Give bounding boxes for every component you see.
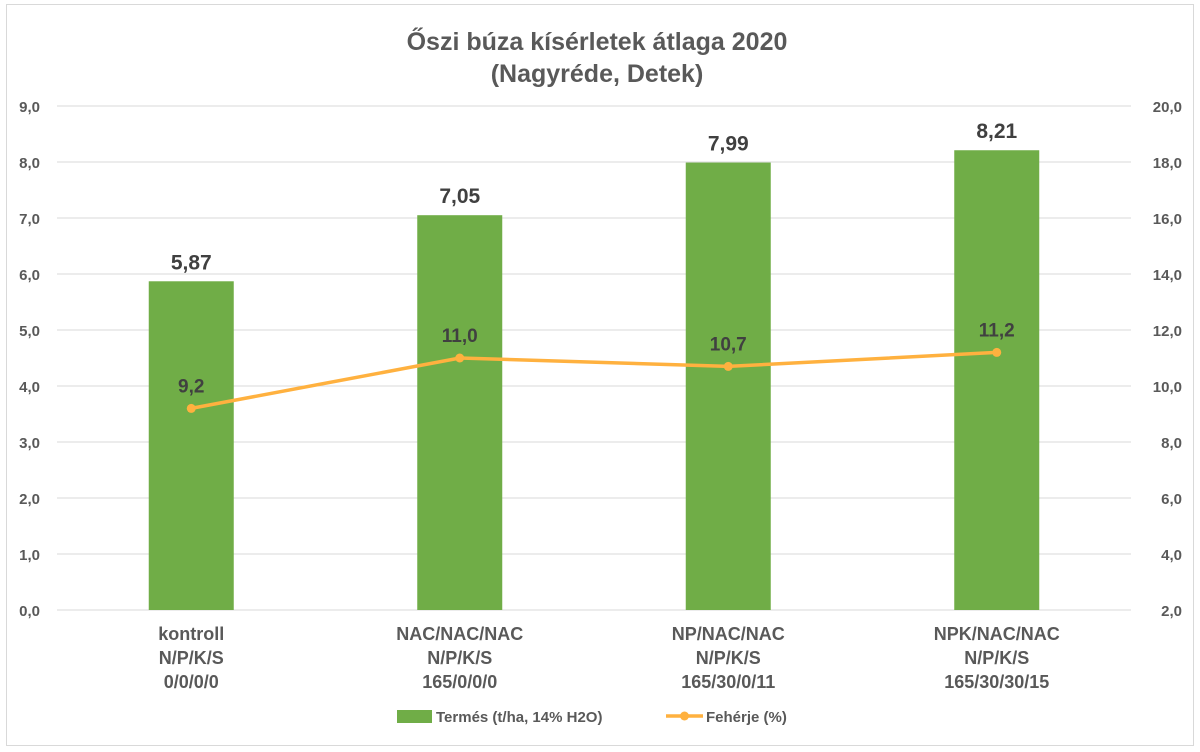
- x-tick-label: NAC/NAC/NAC: [396, 624, 523, 644]
- x-tick-label: N/P/K/S: [159, 648, 224, 668]
- x-tick-label: kontroll: [158, 624, 224, 644]
- line-point: [455, 353, 465, 363]
- y-left-tick-label: 6,0: [19, 267, 40, 284]
- protein-line: [190, 350, 997, 411]
- y-right-tick-label: 10,0: [1153, 379, 1182, 396]
- legend-swatch-marker: [680, 711, 689, 721]
- y-right-tick-label: 20,0: [1153, 99, 1182, 116]
- y-left-tick-label: 7,0: [19, 211, 40, 228]
- y-right-tick-label: 12,0: [1153, 323, 1182, 340]
- chart-subtitle: (Nagyréde, Detek): [491, 60, 704, 88]
- y-right-tick-label: 18,0: [1153, 155, 1182, 172]
- bar-data-label: 7,99: [708, 133, 749, 156]
- y-right-tick-label: 6,0: [1161, 491, 1182, 508]
- line-data-label: 9,2: [178, 376, 204, 397]
- y-right-tick-label: 14,0: [1153, 267, 1182, 284]
- y-left-tick-label: 3,0: [19, 435, 40, 452]
- legend-swatch-bar: [397, 710, 432, 723]
- y-left-tick-label: 8,0: [19, 155, 40, 172]
- y-right-tick-label: 16,0: [1153, 211, 1182, 228]
- x-tick-label: NP/NAC/NAC: [672, 624, 785, 644]
- line-data-label: 11,2: [979, 320, 1015, 341]
- legend-label: Fehérje (%): [706, 709, 787, 726]
- y-left-tick-label: 9,0: [19, 99, 40, 116]
- x-tick-label: N/P/K/S: [427, 648, 492, 668]
- x-tick-label: 165/0/0/0: [422, 672, 497, 692]
- y-right-tick-label: 2,0: [1161, 603, 1182, 620]
- chart-title: Őszi búza kísérletek átlaga 2020: [407, 27, 788, 56]
- bar-data-label: 5,87: [171, 251, 212, 274]
- line-data-label: 11,0: [442, 326, 478, 347]
- bar: [685, 162, 771, 610]
- bar: [148, 281, 234, 610]
- legend-label: Termés (t/ha, 14% H2O): [436, 709, 602, 726]
- bar-data-label: 8,21: [976, 120, 1017, 143]
- line-data-label: 10,7: [710, 334, 747, 355]
- x-tick-label: N/P/K/S: [964, 648, 1029, 668]
- x-tick-label: NPK/NAC/NAC: [934, 624, 1060, 644]
- x-tick-label: N/P/K/S: [696, 648, 761, 668]
- y-right-tick-label: 8,0: [1161, 435, 1182, 452]
- line-point: [992, 347, 1002, 357]
- y-left-tick-label: 2,0: [19, 491, 40, 508]
- y-left-tick-label: 1,0: [19, 547, 40, 564]
- x-tick-label: 0/0/0/0: [164, 672, 219, 692]
- x-tick-label: 165/30/30/15: [944, 672, 1049, 692]
- bar-data-label: 7,05: [439, 185, 480, 208]
- y-left-tick-label: 5,0: [19, 323, 40, 340]
- line-point: [186, 403, 196, 413]
- x-tick-label: 165/30/0/11: [681, 672, 775, 692]
- bar: [417, 215, 503, 610]
- line-point: [723, 361, 733, 371]
- y-right-tick-label: 4,0: [1161, 547, 1182, 564]
- y-left-tick-label: 4,0: [19, 379, 40, 396]
- bar: [954, 150, 1040, 611]
- y-left-tick-label: 0,0: [19, 603, 40, 620]
